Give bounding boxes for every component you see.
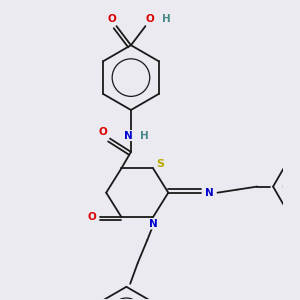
- Text: N: N: [205, 188, 213, 198]
- Text: N: N: [149, 219, 158, 229]
- Text: O: O: [107, 14, 116, 24]
- Text: H: H: [140, 130, 149, 140]
- Text: O: O: [88, 212, 97, 222]
- Text: O: O: [99, 127, 107, 137]
- Text: S: S: [156, 159, 164, 169]
- Text: N: N: [124, 130, 132, 140]
- Text: O: O: [146, 14, 154, 24]
- Text: H: H: [162, 14, 171, 24]
